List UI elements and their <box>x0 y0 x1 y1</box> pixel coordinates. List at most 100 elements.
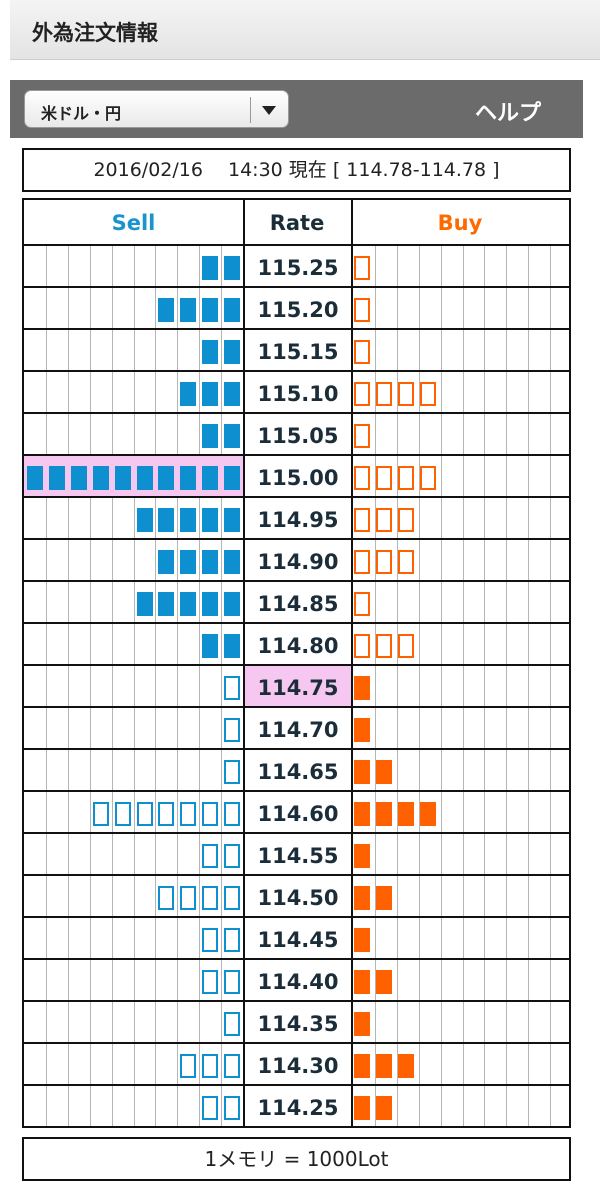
sell-order-block <box>92 802 109 826</box>
buy-order-block <box>375 634 392 658</box>
sell-order-block <box>202 382 219 406</box>
table-row: 114.95 <box>24 498 569 540</box>
buy-order-block <box>354 844 370 868</box>
row-divider <box>24 958 569 960</box>
buy-order-block <box>354 928 370 952</box>
sell-order-block <box>224 676 241 700</box>
sell-order-block <box>158 592 175 616</box>
sell-order-block <box>158 550 175 574</box>
sell-order-block <box>224 634 241 658</box>
rate-value: 114.50 <box>257 886 339 910</box>
grid-line <box>506 246 508 1126</box>
sell-order-block <box>202 550 219 574</box>
buy-order-block <box>354 1054 370 1078</box>
rate-value: 114.45 <box>257 928 339 952</box>
sell-order-block <box>202 886 219 910</box>
sell-order-block <box>202 340 219 364</box>
help-link[interactable]: ヘルプ <box>475 101 542 126</box>
grid-line <box>155 246 157 1126</box>
row-divider <box>24 538 569 540</box>
buy-order-block <box>397 466 414 490</box>
grid-line <box>440 246 442 1126</box>
row-divider <box>24 832 569 834</box>
buy-order-block <box>354 1012 370 1036</box>
header-rate: Rate <box>269 211 325 235</box>
table-row: 115.15 <box>24 330 569 372</box>
sell-order-block <box>224 550 241 574</box>
row-divider <box>24 706 569 708</box>
sell-order-block <box>224 298 241 322</box>
rate-value: 114.65 <box>257 760 339 784</box>
buy-order-block <box>419 466 436 490</box>
grid-line <box>462 246 464 1126</box>
grid-line <box>89 246 91 1126</box>
sell-order-block <box>158 466 175 490</box>
rate-value: 114.35 <box>257 1012 339 1036</box>
row-divider <box>24 664 569 666</box>
chevron-down-icon <box>262 106 276 115</box>
rate-value: 114.25 <box>257 1096 339 1120</box>
sell-order-block <box>224 802 241 826</box>
sell-order-block <box>158 802 175 826</box>
grid-line <box>133 246 135 1126</box>
buy-order-block <box>375 886 392 910</box>
sell-order-block <box>224 508 241 532</box>
sell-order-block <box>202 256 219 280</box>
rate-value: 114.55 <box>257 844 339 868</box>
buy-order-block <box>375 508 392 532</box>
row-divider <box>24 916 569 918</box>
table-row: 114.70 <box>24 708 569 750</box>
buy-order-block <box>397 508 414 532</box>
buy-order-block <box>354 718 370 742</box>
rate-value: 114.30 <box>257 1054 339 1078</box>
row-divider <box>24 580 569 582</box>
row-divider <box>24 244 569 246</box>
sell-order-block <box>158 298 175 322</box>
sell-order-block <box>180 1054 197 1078</box>
currency-select[interactable]: 米ドル・円 <box>24 90 289 128</box>
table-row: 115.25 <box>24 246 569 288</box>
sell-order-block <box>202 508 219 532</box>
rate-value: 115.20 <box>257 298 339 322</box>
sell-order-block <box>202 928 219 952</box>
rate-value: 114.70 <box>257 718 339 742</box>
buy-order-block <box>354 970 370 994</box>
buy-order-block <box>397 802 414 826</box>
buy-order-block <box>354 1096 370 1120</box>
sell-order-block <box>224 970 241 994</box>
row-divider <box>24 286 569 288</box>
buy-order-block <box>354 466 370 490</box>
sell-order-block <box>136 466 153 490</box>
table-row: 114.80 <box>24 624 569 666</box>
header-buy: Buy <box>437 211 483 235</box>
sell-order-block <box>48 466 65 490</box>
buy-order-block <box>354 424 370 448</box>
buy-order-block <box>354 382 370 406</box>
row-divider <box>24 412 569 414</box>
scale-note-box: 1メモリ = 1000Lot <box>22 1137 571 1181</box>
sell-order-block <box>180 298 197 322</box>
buy-order-block <box>397 550 414 574</box>
row-divider <box>24 454 569 456</box>
sell-order-block <box>202 970 219 994</box>
sell-order-block <box>92 466 109 490</box>
row-divider <box>24 496 569 498</box>
sell-order-block <box>202 1096 219 1120</box>
toolbar: 米ドル・円 ヘルプ <box>10 80 583 138</box>
sell-order-block <box>180 508 197 532</box>
scale-note: 1メモリ = 1000Lot <box>204 1147 389 1171</box>
buy-order-block <box>375 970 392 994</box>
rate-value: 114.90 <box>257 550 339 574</box>
table-row: 114.75 <box>24 666 569 708</box>
buy-order-block <box>354 256 370 280</box>
rate-value: 114.60 <box>257 802 339 826</box>
table-row: 114.45 <box>24 918 569 960</box>
sell-order-block <box>202 1054 219 1078</box>
grid-line <box>374 246 376 1126</box>
sell-order-block <box>224 1096 241 1120</box>
rate-value: 114.80 <box>257 634 339 658</box>
title-bar: 外為注文情報 <box>10 0 600 60</box>
grid-line <box>418 246 420 1126</box>
sell-order-block <box>224 928 241 952</box>
table-row: 114.90 <box>24 540 569 582</box>
